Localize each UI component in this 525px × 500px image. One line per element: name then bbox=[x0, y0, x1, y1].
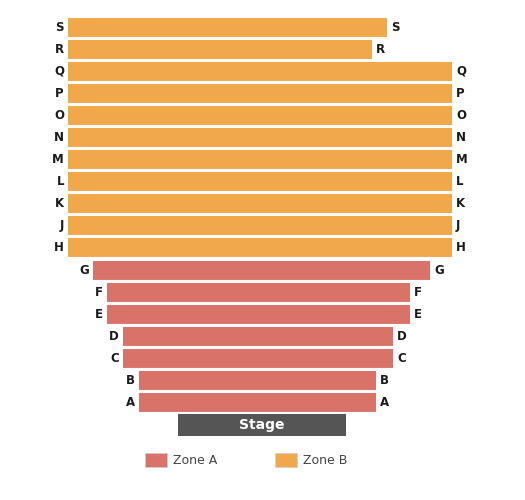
Text: J: J bbox=[60, 219, 64, 232]
Text: M: M bbox=[456, 153, 468, 166]
Bar bbox=[145, 453, 167, 467]
Text: C: C bbox=[110, 352, 119, 365]
Bar bbox=[68, 106, 452, 125]
Bar bbox=[68, 150, 452, 169]
Bar bbox=[68, 216, 452, 235]
Text: G: G bbox=[79, 264, 89, 277]
Text: A: A bbox=[380, 396, 389, 409]
Text: B: B bbox=[126, 374, 135, 387]
Text: R: R bbox=[376, 43, 385, 56]
Bar bbox=[68, 62, 452, 81]
Text: K: K bbox=[55, 197, 64, 210]
Bar bbox=[107, 283, 410, 302]
Text: O: O bbox=[54, 109, 64, 122]
Text: Zone B: Zone B bbox=[303, 454, 348, 466]
Text: B: B bbox=[380, 374, 389, 387]
Text: N: N bbox=[54, 131, 64, 144]
Bar bbox=[123, 327, 393, 346]
Text: O: O bbox=[456, 109, 466, 122]
Text: L: L bbox=[57, 175, 64, 188]
Bar bbox=[68, 238, 452, 257]
Text: F: F bbox=[95, 286, 103, 299]
Text: G: G bbox=[434, 264, 444, 277]
Text: J: J bbox=[456, 219, 460, 232]
Text: P: P bbox=[456, 87, 465, 100]
Bar bbox=[107, 305, 410, 324]
Bar bbox=[93, 261, 430, 280]
Text: P: P bbox=[55, 87, 64, 100]
Bar bbox=[68, 128, 452, 147]
Bar bbox=[68, 40, 372, 59]
Text: L: L bbox=[456, 175, 464, 188]
Text: S: S bbox=[56, 21, 64, 34]
Bar bbox=[139, 393, 376, 412]
Text: K: K bbox=[456, 197, 465, 210]
Text: H: H bbox=[456, 241, 466, 254]
Bar bbox=[68, 18, 387, 37]
Text: C: C bbox=[397, 352, 406, 365]
Text: M: M bbox=[52, 153, 64, 166]
Text: Zone A: Zone A bbox=[173, 454, 217, 466]
Text: Stage: Stage bbox=[239, 418, 285, 432]
Text: R: R bbox=[55, 43, 64, 56]
Text: H: H bbox=[54, 241, 64, 254]
Text: F: F bbox=[414, 286, 422, 299]
Text: S: S bbox=[391, 21, 400, 34]
Bar bbox=[139, 371, 376, 390]
Text: Q: Q bbox=[456, 65, 466, 78]
Text: E: E bbox=[414, 308, 422, 321]
Text: Q: Q bbox=[54, 65, 64, 78]
Bar bbox=[178, 414, 346, 436]
Bar bbox=[68, 84, 452, 103]
Bar bbox=[275, 453, 297, 467]
Text: E: E bbox=[95, 308, 103, 321]
Text: N: N bbox=[456, 131, 466, 144]
Text: D: D bbox=[397, 330, 407, 343]
Bar bbox=[68, 172, 452, 191]
Text: A: A bbox=[126, 396, 135, 409]
Text: D: D bbox=[109, 330, 119, 343]
Bar bbox=[68, 194, 452, 213]
Bar bbox=[123, 349, 393, 368]
